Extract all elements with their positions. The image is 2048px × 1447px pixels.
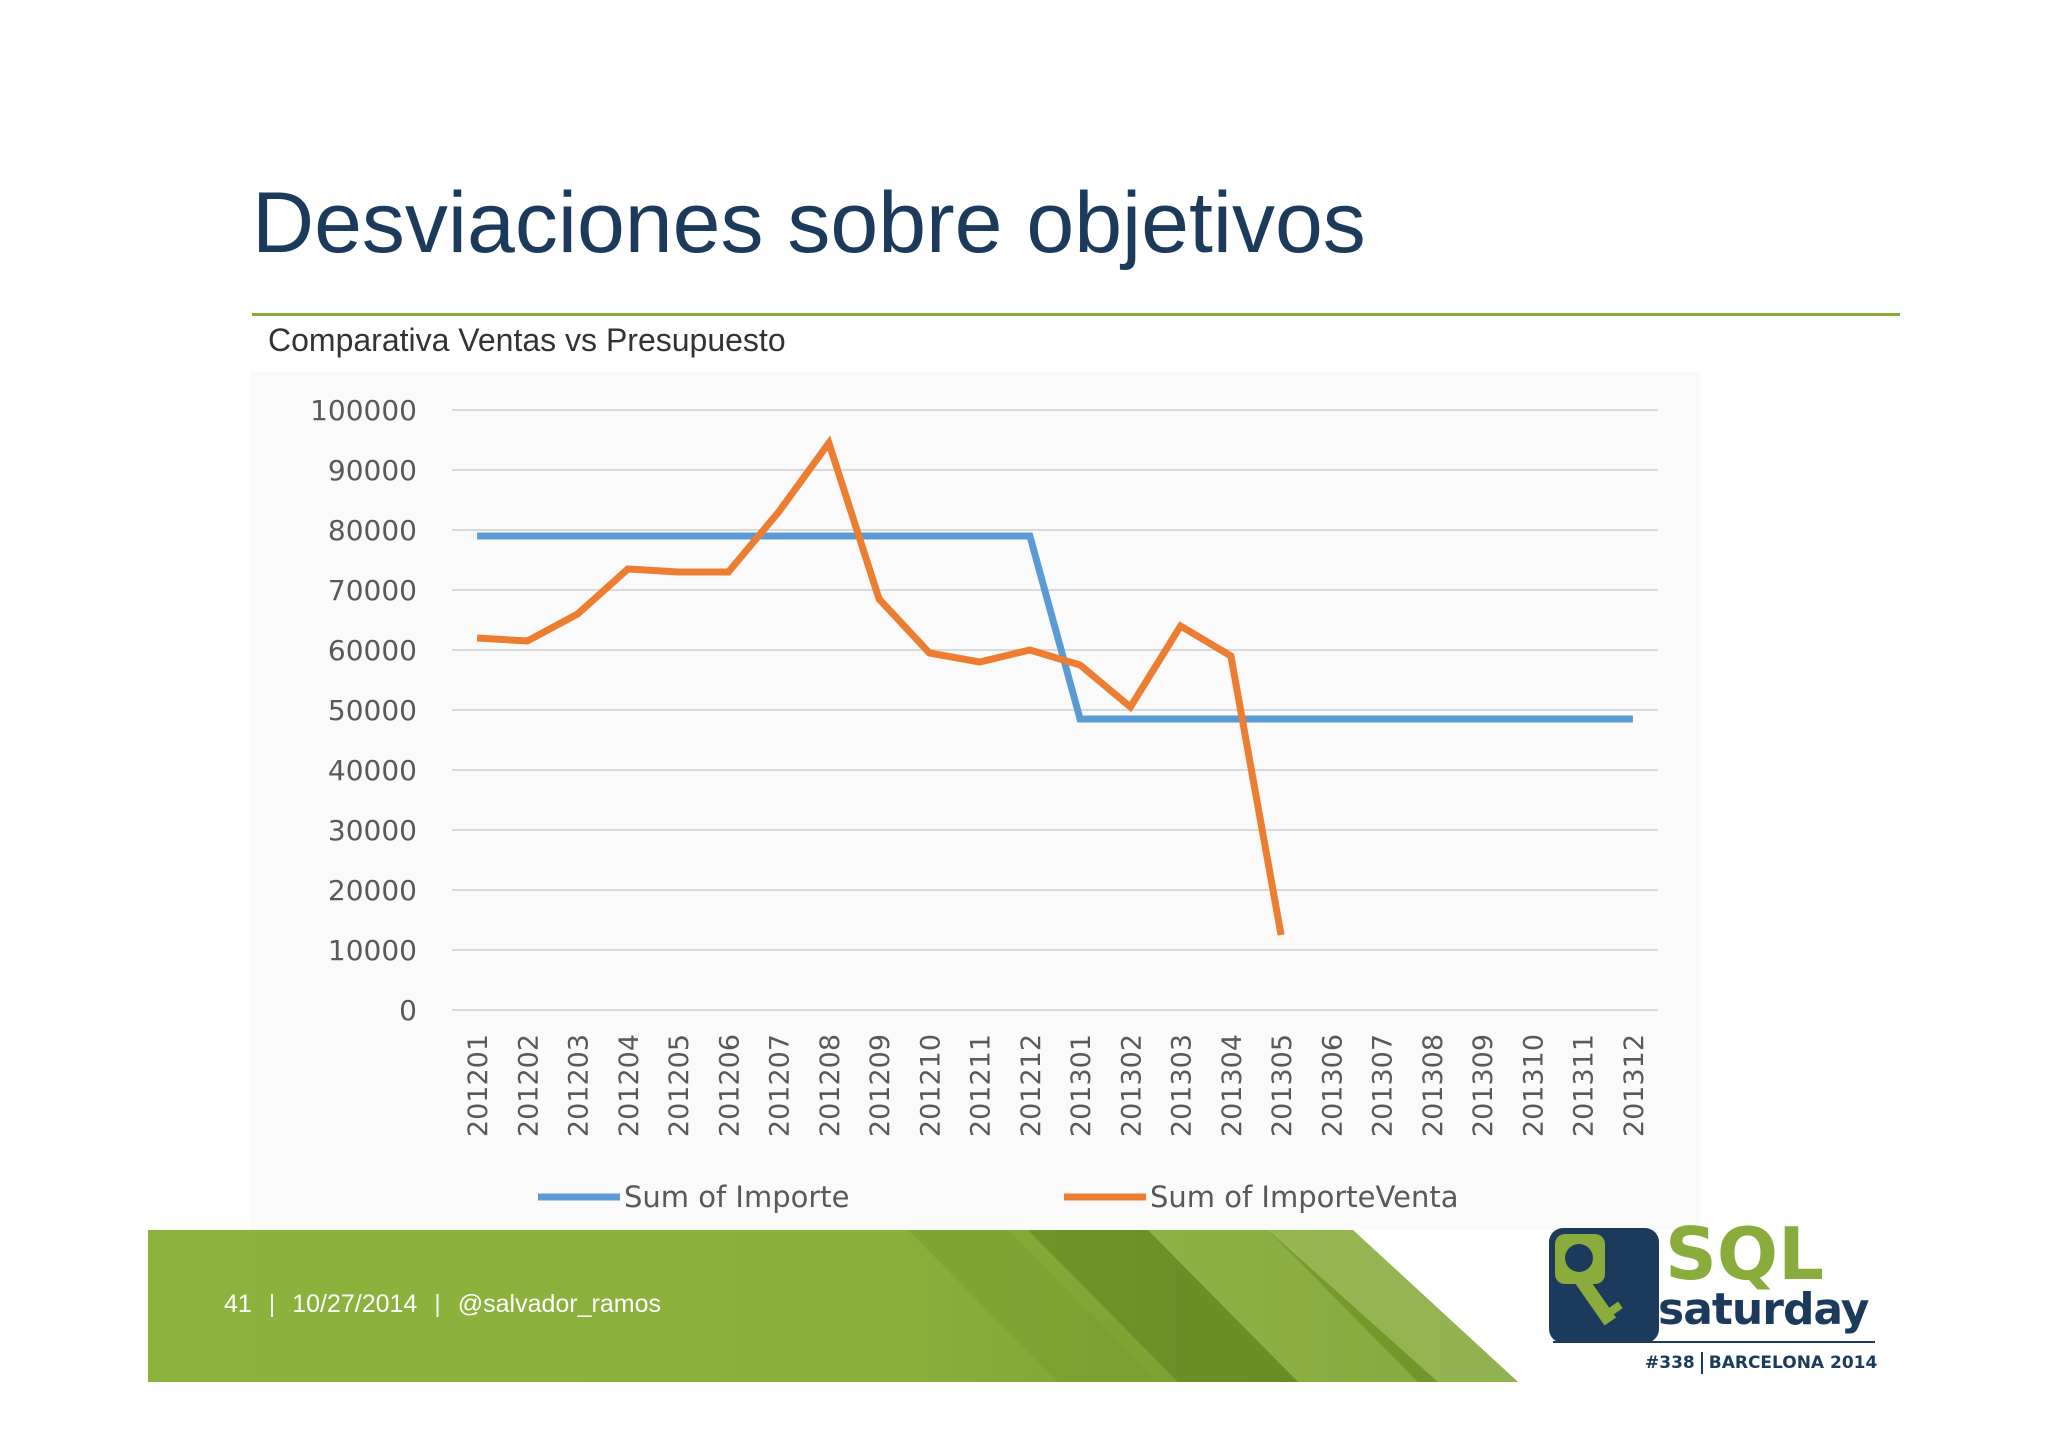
page-number: 41	[224, 1290, 252, 1318]
chart-series	[476, 435, 1633, 936]
x-tick-label: 201205	[664, 1034, 695, 1137]
chart-subtitle: Comparativa Ventas vs Presupuesto	[268, 322, 786, 358]
x-tick-label: 201306	[1317, 1034, 1348, 1137]
event-place: BARCELONA 2014	[1708, 1353, 1878, 1373]
title-divider	[252, 313, 1900, 316]
footer-separator: |	[268, 1290, 276, 1318]
x-tick-label: 201204	[614, 1034, 645, 1137]
logo-divider	[1553, 1341, 1875, 1343]
logo-sql: SQL	[1665, 1212, 1824, 1296]
x-tick-label: 201311	[1569, 1034, 1600, 1137]
y-tick-label: 10000	[328, 934, 417, 967]
x-tick-label: 201210	[915, 1034, 946, 1137]
y-tick-label: 60000	[328, 634, 417, 667]
y-tick-label: 80000	[328, 514, 417, 547]
x-tick-label: 201212	[1016, 1034, 1047, 1137]
x-tick-label: 201203	[564, 1034, 595, 1137]
legend-label: Sum of ImporteVenta	[1150, 1180, 1458, 1214]
x-tick-label: 201202	[513, 1034, 544, 1137]
slide-title: Desviaciones sobre objetivos	[252, 175, 1366, 271]
x-tick-label: 201211	[966, 1034, 997, 1137]
logo-event: #338 BARCELONA 2014	[1645, 1352, 1877, 1374]
x-tick-label: 201206	[714, 1034, 745, 1137]
x-tick-label: 201301	[1066, 1034, 1097, 1137]
x-tick-label: 201209	[865, 1034, 896, 1137]
series-line-importe	[477, 532, 1633, 723]
x-tick-label: 201305	[1267, 1034, 1298, 1137]
footer-date: 10/27/2014	[292, 1290, 418, 1318]
x-tick-label: 201302	[1116, 1034, 1147, 1137]
x-tick-label: 201309	[1468, 1034, 1499, 1137]
y-tick-label: 30000	[328, 814, 417, 847]
sqlsaturday-logo: PASS SQL saturday #338 BARCELONA 2014	[1545, 1218, 1877, 1382]
line-chart: 0 10000 20000 30000 40000 50000 60000 70000 8000…	[250, 372, 1700, 1230]
x-tick-label: 201304	[1217, 1034, 1248, 1137]
y-axis-ticks: 0 10000 20000 30000 40000 50000 60000 70000 8000…	[310, 394, 417, 1027]
chart-legend: Sum of Importe Sum of ImporteVenta	[538, 1180, 1458, 1214]
y-tick-label: 100000	[310, 394, 417, 427]
y-tick-label: 40000	[328, 754, 417, 787]
key-icon	[1549, 1228, 1659, 1343]
footer-separator: |	[434, 1290, 441, 1318]
chart-background	[250, 372, 1700, 1230]
x-tick-label: 201310	[1518, 1034, 1549, 1137]
legend-label: Sum of Importe	[624, 1180, 850, 1214]
x-tick-label: 201307	[1368, 1034, 1399, 1137]
x-tick-label: 201308	[1418, 1034, 1449, 1137]
y-tick-label: 50000	[328, 694, 417, 727]
logo-pass: PASS	[1621, 1247, 1645, 1304]
footer-info: 41 | 10/27/2014 | @salvador_ramos	[224, 1290, 671, 1319]
y-tick-label: 0	[399, 994, 417, 1027]
x-tick-label: 201201	[463, 1034, 494, 1137]
footer-handle: @salvador_ramos	[457, 1290, 661, 1318]
x-tick-label: 201207	[765, 1034, 796, 1137]
event-number: #338	[1645, 1353, 1695, 1373]
logo-saturday: saturday	[1658, 1284, 1869, 1335]
footer-band	[148, 1230, 1518, 1382]
y-tick-label: 70000	[328, 574, 417, 607]
y-tick-label: 20000	[328, 874, 417, 907]
x-tick-label: 201312	[1619, 1034, 1650, 1137]
x-axis-ticks: 201201 201202 201203 201204 201205 201206 2012…	[463, 1034, 1650, 1137]
y-tick-label: 90000	[328, 454, 417, 487]
x-tick-label: 201303	[1167, 1034, 1198, 1137]
chart-gridlines	[452, 409, 1658, 1011]
x-tick-label: 201208	[815, 1034, 846, 1137]
series-line-importeventa	[476, 435, 1285, 936]
